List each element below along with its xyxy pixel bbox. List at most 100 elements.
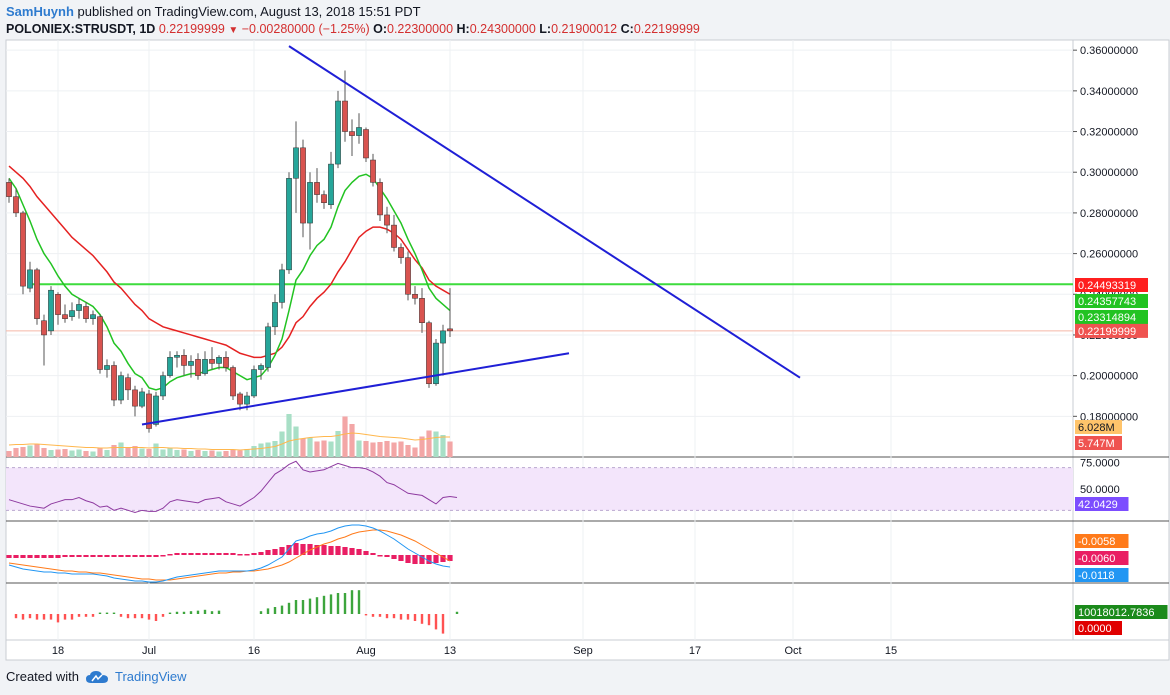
macd-histogram-bar — [160, 555, 166, 557]
macd-histogram-bar — [20, 555, 26, 558]
volume-histogram-bar — [49, 614, 53, 620]
down-arrow-icon: ▼ — [228, 25, 239, 36]
time-tick-label: 17 — [689, 645, 701, 657]
volume-histogram-bar — [273, 607, 277, 614]
volume-bar — [237, 450, 243, 457]
volume-bar — [6, 451, 12, 457]
candle-body — [391, 224, 397, 248]
volume-bar — [83, 451, 89, 457]
support-trendline — [141, 352, 570, 426]
macd-histogram-bar — [384, 555, 390, 557]
volume-bar — [251, 446, 257, 457]
volume-histogram-bar — [371, 614, 375, 617]
candle-body — [356, 127, 362, 136]
macd-axis-label-bg — [1075, 568, 1129, 582]
volume-bar — [160, 449, 166, 457]
macd-histogram-bar — [167, 554, 173, 556]
symbol-label[interactable]: POLONIEX:STRUSDT, 1D — [6, 22, 156, 36]
macd-histogram-bar — [48, 555, 54, 558]
tradingview-brand[interactable]: TradingView — [114, 669, 187, 684]
macd-histogram-bar — [356, 549, 362, 555]
volume-histogram-bar — [287, 602, 291, 614]
macd-histogram-bar — [342, 547, 348, 555]
volume-histogram-bar — [427, 614, 431, 626]
volume-bar — [195, 450, 201, 457]
volume-bar — [335, 431, 341, 457]
volume-histogram-bar — [56, 614, 60, 623]
volume-histogram-bar — [203, 609, 207, 614]
macd-histogram-bar — [363, 551, 369, 555]
candle-body — [153, 395, 159, 425]
author-name[interactable]: SamHuynh — [6, 4, 74, 19]
volume-histogram-bar — [259, 611, 263, 614]
candle-body — [398, 247, 404, 258]
volume-histogram-bar — [196, 610, 200, 614]
low-label: L: — [539, 22, 552, 36]
candle-body — [377, 182, 383, 216]
candle-body — [300, 147, 306, 224]
volume-histogram-bar — [308, 598, 312, 614]
volume-bar — [181, 449, 187, 457]
candle-body — [433, 342, 439, 385]
volume-bar — [209, 450, 215, 457]
volume-bar — [34, 444, 40, 457]
volume-bar — [244, 449, 250, 457]
volume-bar — [167, 447, 173, 457]
macd-histogram-bar — [426, 555, 432, 564]
rsi-line — [8, 460, 458, 513]
price-tick-label: 0.28000000 — [1080, 208, 1138, 220]
volume-bar — [342, 416, 348, 457]
volume-histogram-bar — [105, 612, 109, 614]
candle-body — [76, 304, 82, 311]
candle-body — [321, 194, 327, 203]
price-axis-label: 0.24357743 — [1078, 296, 1136, 308]
time-tick-label: Aug — [356, 645, 376, 657]
macd-histogram-bar — [118, 555, 124, 557]
candle-body — [223, 357, 229, 368]
candle-body — [69, 310, 75, 317]
macd-histogram-bar — [244, 554, 250, 556]
macd-histogram-bar — [279, 547, 285, 555]
volume-histogram-bar — [357, 590, 361, 614]
time-axis-background — [5, 639, 1170, 661]
time-tick-label: 18 — [52, 645, 64, 657]
candle-body — [202, 359, 208, 374]
volume-bar — [265, 442, 271, 457]
macd-histogram-bar — [55, 555, 61, 558]
volume-bar — [62, 449, 68, 457]
candle-body — [34, 269, 40, 319]
candle-body — [125, 377, 131, 391]
volume-histogram-bar — [420, 614, 424, 624]
candle-body — [132, 389, 138, 407]
macd-histogram-bar — [139, 555, 145, 557]
volume-bar — [230, 450, 236, 457]
volume-histogram-bar — [21, 614, 25, 620]
macd-histogram-bar — [398, 555, 404, 561]
macd-histogram-bar — [237, 554, 243, 556]
plot-background — [5, 39, 1074, 641]
volume-bar — [370, 442, 376, 457]
price-axis-label-bg — [1075, 310, 1148, 324]
macd-histogram-bar — [293, 543, 299, 555]
candle-body — [293, 147, 299, 179]
candle-body — [90, 314, 96, 319]
high-value: 0.24300000 — [469, 22, 536, 36]
tradingview-cloud-icon — [85, 670, 108, 683]
time-tick-label: 15 — [885, 645, 897, 657]
volume-histogram-bar — [392, 614, 396, 619]
macd-histogram-bar — [265, 550, 271, 555]
macd-histogram-bar — [216, 553, 222, 555]
candle-body — [6, 182, 12, 197]
volume-bar — [188, 451, 194, 457]
volume-bar — [363, 441, 369, 457]
volume-histogram-bar — [42, 614, 46, 620]
volume-histogram-bar — [175, 611, 179, 614]
candle-body — [55, 294, 61, 315]
created-with-text: Created with — [6, 669, 79, 684]
price-axis-label-bg — [1075, 278, 1148, 292]
macd-histogram-bar — [412, 555, 418, 564]
macd-histogram-bar — [188, 553, 194, 555]
candle-body — [244, 395, 250, 405]
time-tick-label: Sep — [573, 645, 593, 657]
